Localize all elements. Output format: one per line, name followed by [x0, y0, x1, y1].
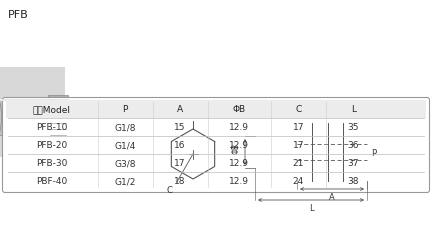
Text: 12.9: 12.9	[229, 159, 249, 168]
Text: C: C	[167, 185, 173, 194]
Text: 12.9: 12.9	[229, 123, 249, 132]
Text: L: L	[351, 105, 356, 114]
Text: 24: 24	[292, 177, 304, 186]
Text: PBF-40: PBF-40	[36, 177, 67, 186]
Text: 17: 17	[175, 159, 186, 168]
Text: PFB-30: PFB-30	[36, 159, 67, 168]
Text: 15: 15	[175, 123, 186, 132]
Text: 18: 18	[175, 177, 186, 186]
Bar	[0, 100, 53, 135]
Text: 17: 17	[292, 141, 304, 150]
Text: 35: 35	[347, 123, 359, 132]
Text: 12.9: 12.9	[229, 141, 249, 150]
Text: PFB: PFB	[8, 10, 29, 20]
Text: A: A	[329, 192, 335, 201]
Text: 36: 36	[347, 141, 359, 150]
Text: A: A	[177, 105, 183, 114]
Bar	[48, 95, 67, 140]
Text: PFB-10: PFB-10	[36, 123, 67, 132]
Text: G1/4: G1/4	[114, 141, 136, 150]
Text: 37: 37	[347, 159, 359, 168]
Text: G3/8: G3/8	[114, 159, 136, 168]
Bar	[255, 136, 297, 168]
Text: C: C	[295, 105, 302, 114]
Bar	[297, 123, 367, 181]
Text: P: P	[123, 105, 128, 114]
Text: ΦB: ΦB	[232, 143, 241, 154]
Text: ΦB: ΦB	[233, 105, 246, 114]
Text: 12.9: 12.9	[229, 177, 249, 186]
FancyBboxPatch shape	[3, 98, 429, 193]
Text: PFB-20: PFB-20	[36, 141, 67, 150]
Text: 38: 38	[347, 177, 359, 186]
Bar	[0, 68, 65, 157]
Text: 21: 21	[292, 159, 304, 168]
Text: P: P	[371, 148, 376, 157]
Text: 型号Model: 型号Model	[32, 105, 70, 114]
Text: G1/8: G1/8	[114, 123, 136, 132]
Text: 16: 16	[175, 141, 186, 150]
Text: G1/2: G1/2	[114, 177, 136, 186]
Bar	[6, 101, 426, 118]
Text: 17: 17	[292, 123, 304, 132]
Text: L: L	[309, 203, 313, 212]
Ellipse shape	[0, 100, 1, 135]
